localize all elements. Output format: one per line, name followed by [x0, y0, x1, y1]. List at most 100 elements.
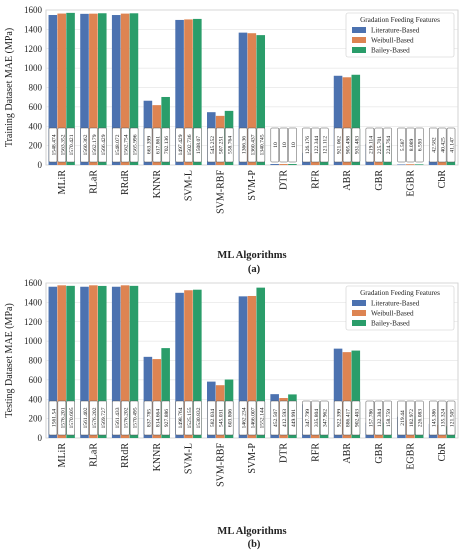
value-label-text: 135.324: [441, 409, 447, 427]
value-label-box: [279, 400, 288, 436]
value-label-text: 902.403: [354, 409, 360, 427]
value-label-text: 1570.495: [133, 407, 139, 428]
value-label-text: 412.593: [282, 409, 288, 427]
value-label-box: [437, 400, 447, 436]
value-label-box: [365, 127, 375, 163]
value-label: 42.582: [429, 127, 438, 163]
value-label: 335.804: [311, 400, 320, 436]
bar-svm-l-2: [193, 18, 202, 165]
bar-svm-l-0: [175, 292, 184, 438]
value-label-box: [374, 400, 384, 436]
value-label: 1566.429: [98, 127, 107, 163]
value-label-text: 42.582: [432, 137, 438, 153]
value-label-text: 126.176: [305, 136, 311, 154]
value-label-box: [112, 400, 121, 436]
value-label-text: 1548.072: [115, 134, 121, 155]
x-tick-label: MLiR: [57, 443, 68, 468]
bar-rrdr-0: [111, 286, 121, 438]
x-tick-label: RRdR: [120, 443, 131, 468]
value-label-text: 1498.764: [178, 407, 184, 428]
value-label: 1561.54: [48, 400, 58, 436]
value-label-text: 225.701: [377, 136, 383, 154]
value-label-text: 558.764: [228, 136, 234, 154]
bar-abr-0: [333, 348, 343, 438]
value-label: 603.806: [224, 400, 234, 436]
value-label: 1508.07: [193, 127, 202, 163]
value-label-text: 1570.605: [69, 407, 75, 428]
value-label-text: 10: [273, 142, 279, 148]
value-label-text: 1462.234: [242, 407, 248, 428]
value-label-box: [270, 400, 280, 436]
value-label-box: [98, 400, 107, 436]
x-tick-label: RLaR: [89, 170, 100, 194]
x-tick-label: RFR: [310, 443, 321, 462]
x-axis-label: ML Algorithms: [217, 526, 286, 537]
bar-cbr-0: [428, 160, 438, 165]
value-label-text: 1576.201: [60, 407, 66, 428]
value-label: 219.44: [397, 400, 406, 436]
x-tick-label: CbR: [437, 170, 448, 189]
bar-mlir-1: [57, 285, 66, 438]
value-label-text: 1562.179: [92, 134, 98, 155]
value-label-box: [415, 400, 424, 436]
value-label: 5.587: [397, 127, 406, 163]
value-label-box: [238, 400, 248, 436]
value-label-box: [175, 400, 184, 436]
bar-rlar-0: [80, 286, 89, 438]
x-tick-label: SVM-RBF: [215, 170, 226, 214]
value-label: 1563.352: [57, 127, 67, 163]
value-label-text: 5.587: [400, 139, 406, 152]
value-label-box: [216, 127, 225, 163]
bar-svm-l-1: [184, 19, 193, 166]
value-label-box: [311, 127, 320, 163]
value-label-box: [365, 400, 375, 436]
x-tick-label: SVM-P: [247, 170, 258, 201]
legend-swatch: [352, 320, 366, 326]
value-label: 347.962: [320, 400, 329, 436]
y-tick-label: 1400: [24, 24, 43, 34]
bar-rlar-2: [97, 13, 107, 165]
value-label-text: 905.498: [345, 136, 351, 154]
value-label-box: [429, 127, 438, 163]
x-tick-label: GBR: [374, 443, 385, 464]
value-label-text: 157.786: [368, 409, 374, 427]
legend-box: [345, 285, 455, 331]
value-label-box: [437, 127, 447, 163]
value-label: 182.972: [406, 400, 415, 436]
legend-box: [345, 12, 455, 58]
bar-svm-p-0: [238, 32, 248, 165]
bar-abr-1: [342, 352, 352, 438]
value-label: 225.701: [374, 127, 383, 163]
value-label-box: [288, 400, 297, 436]
value-label-box: [333, 127, 343, 163]
value-label: 582.034: [207, 400, 216, 436]
value-label-text: 182.972: [409, 409, 415, 427]
bar-svm-p-2: [256, 35, 266, 166]
x-tick-label: EGBR: [405, 443, 416, 470]
value-label-box: [48, 400, 58, 436]
bar-dtr-2: [288, 164, 297, 165]
value-label-box: [429, 400, 438, 436]
x-tick-label: DTR: [279, 170, 290, 190]
bar-cbr-2: [446, 161, 456, 165]
y-tick-label: 400: [29, 121, 43, 131]
value-label-text: 224.764: [386, 136, 392, 154]
legend-title: Gradation Feeding Features: [360, 16, 440, 24]
value-label-box: [184, 400, 193, 436]
value-label-text: 886.417: [345, 409, 351, 427]
y-tick-label: 1600: [24, 5, 43, 15]
value-label-text: 507.251: [219, 136, 225, 154]
value-label-box: [351, 127, 361, 163]
chart-panel-a: 0 200 400 600 800 1000 1200 1400 1600 Training Da…: [4, 5, 459, 275]
value-label: 1570.421: [66, 127, 75, 163]
value-label: 449.991: [288, 400, 297, 436]
x-tick-label: KNNR: [152, 443, 163, 472]
value-label-box: [57, 127, 67, 163]
value-label: 1570.605: [66, 400, 75, 436]
value-label: 931.483: [351, 127, 361, 163]
value-label-text: 663.399: [146, 136, 152, 154]
value-label: 1562.754: [120, 127, 130, 163]
value-label-text: 40.425: [441, 137, 447, 153]
value-label-box: [342, 400, 352, 436]
legend-swatch: [352, 300, 366, 306]
